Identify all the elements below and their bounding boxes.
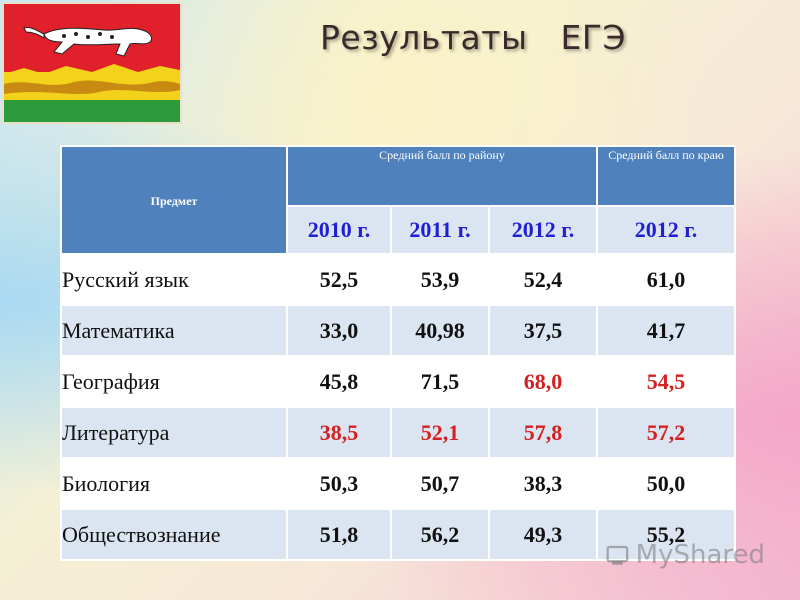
score-cell-highlighted: 52,1 bbox=[390, 406, 490, 459]
subject-cell: География bbox=[60, 355, 288, 408]
header-region: Средний балл по краю bbox=[596, 145, 737, 207]
page-title: Результаты ЕГЭ bbox=[320, 18, 627, 57]
score-cell: 45,8 bbox=[286, 355, 392, 408]
year-header: 2012 г. bbox=[596, 205, 737, 255]
table-row: Математика 33,0 40,98 37,5 41,7 bbox=[60, 304, 737, 357]
score-cell: 71,5 bbox=[390, 355, 490, 408]
results-table: Предмет Средний балл по району Средний б… bbox=[60, 145, 737, 561]
table-row: Биология 50,3 50,7 38,3 50,0 bbox=[60, 457, 737, 510]
score-cell: 61,0 bbox=[596, 253, 737, 306]
score-cell-highlighted: 57,8 bbox=[487, 406, 599, 459]
header-subject: Предмет bbox=[60, 145, 288, 255]
score-cell: 50,7 bbox=[390, 457, 490, 510]
score-cell: 40,98 bbox=[390, 304, 490, 357]
score-cell-highlighted: 54,5 bbox=[596, 355, 737, 408]
score-cell: 49,3 bbox=[487, 508, 599, 561]
score-cell: 56,2 bbox=[390, 508, 490, 561]
subject-cell: Обществознание bbox=[60, 508, 288, 561]
score-cell: 53,9 bbox=[390, 253, 490, 306]
subject-cell: Русский язык bbox=[60, 253, 288, 306]
watermark-text: MyShared bbox=[635, 540, 765, 570]
score-cell-highlighted: 57,2 bbox=[596, 406, 737, 459]
score-cell: 50,3 bbox=[286, 457, 392, 510]
score-cell-highlighted: 68,0 bbox=[487, 355, 599, 408]
score-cell: 52,5 bbox=[286, 253, 392, 306]
score-cell: 51,8 bbox=[286, 508, 392, 561]
score-cell: 55,2 bbox=[596, 508, 737, 561]
subject-cell: Литература bbox=[60, 406, 288, 459]
score-cell-highlighted: 38,5 bbox=[286, 406, 392, 459]
year-header: 2011 г. bbox=[390, 205, 490, 255]
subject-cell: Математика bbox=[60, 304, 288, 357]
subject-cell: Биология bbox=[60, 457, 288, 510]
myshared-logo-icon bbox=[606, 545, 629, 565]
score-cell: 33,0 bbox=[286, 304, 392, 357]
year-header: 2012 г. bbox=[487, 205, 599, 255]
score-cell: 41,7 bbox=[596, 304, 737, 357]
table-row: Русский язык 52,5 53,9 52,4 61,0 bbox=[60, 253, 737, 306]
header-subject-label: Предмет bbox=[150, 194, 198, 208]
score-cell: 52,4 bbox=[487, 253, 599, 306]
watermark: MyShared bbox=[605, 538, 765, 572]
table-row: География 45,8 71,5 68,0 54,5 bbox=[60, 355, 737, 408]
table-row: Литература 38,5 52,1 57,8 57,2 bbox=[60, 406, 737, 459]
header-district: Средний балл по району bbox=[285, 145, 599, 207]
coat-of-arms-flag bbox=[4, 4, 180, 122]
year-header: 2010 г. bbox=[286, 205, 392, 255]
score-cell: 50,0 bbox=[596, 457, 737, 510]
score-cell: 37,5 bbox=[487, 304, 599, 357]
score-cell: 38,3 bbox=[487, 457, 599, 510]
table-row: Обществознание 51,8 56,2 49,3 55,2 bbox=[60, 508, 737, 561]
cheetah-icon bbox=[23, 27, 153, 57]
